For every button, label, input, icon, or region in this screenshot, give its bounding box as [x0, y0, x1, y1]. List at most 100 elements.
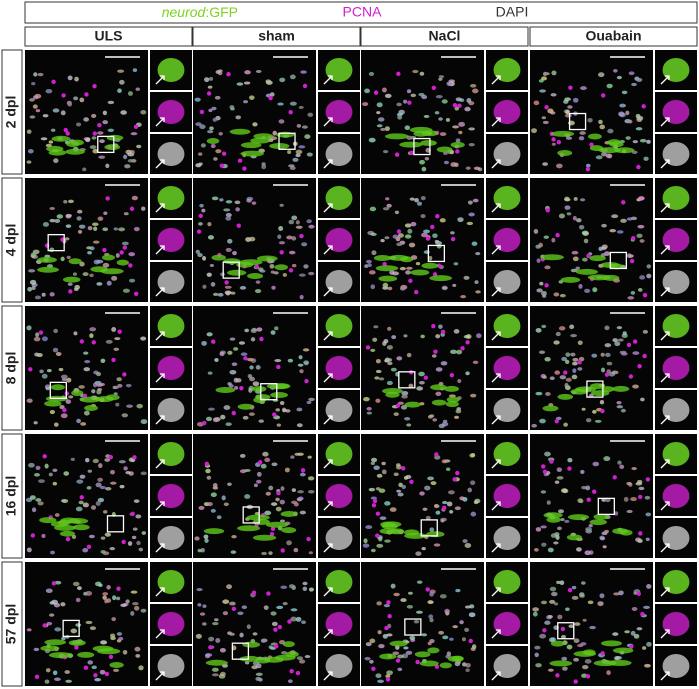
nucleus: [113, 347, 120, 351]
pcna-cell: [79, 495, 84, 500]
nucleus: [465, 668, 470, 672]
pcna-cell: [132, 455, 137, 460]
inset-arrow: [323, 587, 333, 597]
nucleus: [577, 340, 583, 346]
pcna-cell: [568, 85, 573, 90]
pcna-cell: [273, 627, 278, 632]
pcna-cell: [251, 590, 257, 595]
nucleus: [470, 647, 476, 651]
gfp-cell: [46, 145, 64, 152]
nucleus: [619, 103, 626, 108]
nucleus: [544, 265, 551, 270]
nucleus: [533, 100, 540, 106]
nucleus: [225, 212, 232, 218]
nucleus: [308, 551, 313, 555]
gfp-cell: [280, 510, 298, 517]
nucleus: [67, 282, 73, 286]
nucleus: [421, 232, 428, 238]
nucleus: [420, 334, 425, 339]
inset-arrow: [323, 501, 333, 511]
nucleus: [104, 532, 112, 537]
nucleus: [612, 632, 619, 636]
inset-arrow: [491, 415, 501, 425]
inset-arrow: [491, 543, 501, 553]
nucleus: [598, 119, 603, 125]
nucleus: [220, 414, 226, 420]
gfp-cell: [57, 519, 71, 526]
gfp-cell: [551, 130, 575, 137]
nucleus: [588, 524, 593, 528]
nucleus: [562, 666, 568, 671]
nucleus: [382, 282, 389, 288]
nucleus: [83, 410, 90, 416]
nucleus: [401, 390, 409, 396]
nucleus: [567, 457, 573, 463]
nucleus: [299, 294, 304, 300]
nucleus: [533, 547, 539, 552]
nucleus: [549, 599, 556, 604]
nucleus: [198, 505, 205, 510]
nucleus: [279, 77, 286, 83]
nucleus: [275, 497, 280, 502]
pcna-cell: [460, 346, 465, 351]
nucleus: [303, 264, 309, 269]
nucleus: [445, 467, 451, 472]
nucleus: [540, 525, 547, 529]
nucleus: [220, 272, 225, 277]
gfp-cell: [37, 266, 59, 273]
nucleus: [564, 205, 571, 210]
nucleus: [273, 271, 279, 275]
nucleus: [130, 590, 138, 594]
nucleus: [581, 230, 589, 235]
nucleus: [376, 601, 382, 606]
nucleus: [440, 361, 448, 366]
nucleus: [201, 208, 206, 213]
nucleus: [225, 216, 232, 221]
nucleus: [45, 588, 53, 594]
nucleus: [467, 200, 473, 205]
gfp-cell: [601, 386, 615, 393]
gfp-cell: [436, 146, 453, 153]
pcna-cell: [387, 614, 392, 619]
nucleus: [542, 162, 549, 166]
nucleus: [195, 122, 202, 127]
inset-box: [106, 515, 125, 533]
nucleus: [560, 634, 567, 639]
nucleus: [295, 153, 301, 158]
gfp-cell: [242, 641, 261, 648]
nucleus: [559, 293, 566, 298]
nucleus: [438, 75, 445, 79]
nucleus: [396, 112, 403, 117]
nucleus: [49, 409, 56, 415]
pcna-cell: [600, 651, 605, 656]
row-header-box: [1, 177, 23, 303]
nucleus: [230, 550, 237, 554]
nucleus: [636, 233, 643, 239]
nucleus: [573, 657, 579, 662]
nucleus: [308, 587, 314, 592]
gfp-cell: [62, 276, 81, 283]
nucleus: [419, 159, 426, 165]
nucleus: [416, 386, 423, 391]
nucleus: [223, 405, 231, 410]
pcna-cell: [62, 407, 67, 413]
nucleus: [296, 407, 303, 412]
nucleus: [632, 140, 639, 144]
nucleus: [376, 111, 381, 115]
pcna-cell: [396, 229, 402, 234]
nucleus: [46, 368, 52, 373]
pcna-cell: [295, 670, 301, 676]
nucleus: [125, 471, 131, 475]
pcna-cell: [636, 591, 642, 596]
nucleus: [299, 472, 306, 477]
nucleus: [211, 673, 219, 677]
nucleus: [468, 212, 475, 217]
nucleus: [290, 455, 295, 459]
nucleus: [377, 679, 384, 684]
nucleus: [617, 338, 624, 342]
pcna-cell: [555, 673, 560, 678]
gfp-cell: [546, 516, 561, 523]
nucleus: [207, 235, 214, 240]
nucleus: [48, 472, 53, 477]
pcna-cell: [276, 490, 281, 496]
